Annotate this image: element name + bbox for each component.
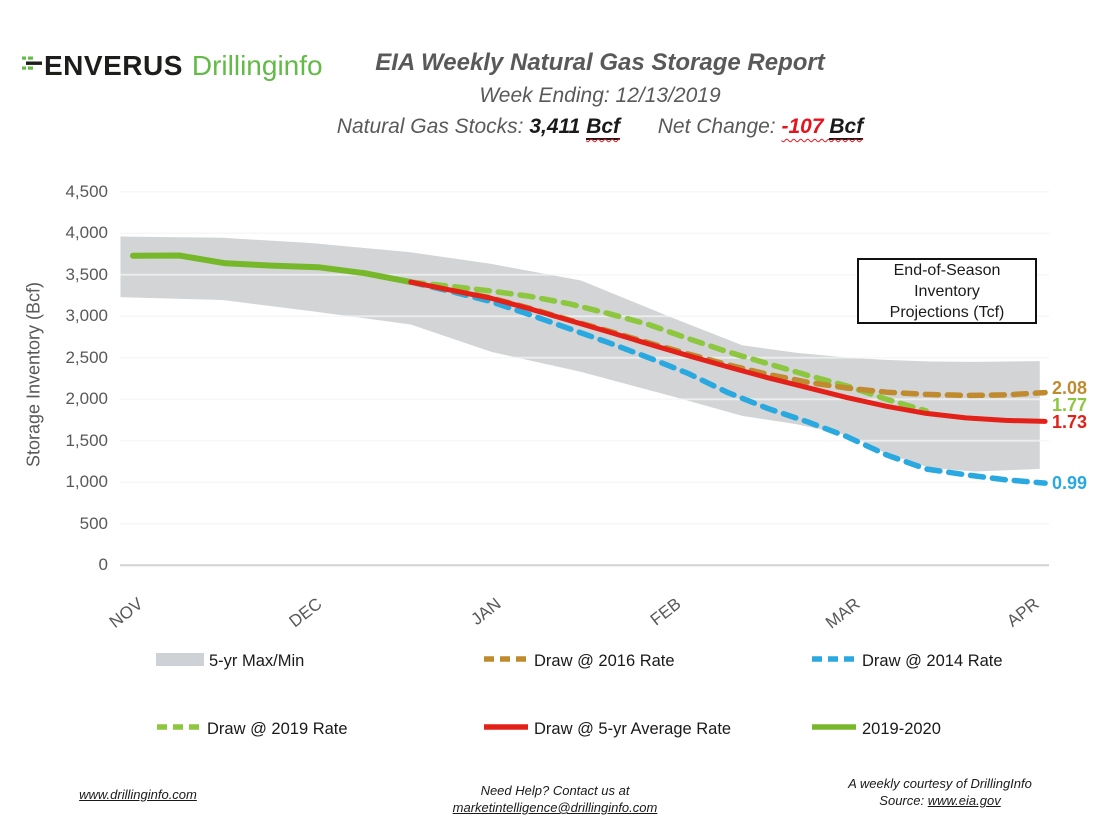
need-help-text: Need Help? Contact us at [480, 783, 630, 798]
legend-item-5yr-maxmin: 5-yr Max/Min [156, 650, 304, 673]
legend-item-5yr-average-rate: Draw @ 5-yr Average Rate [483, 718, 731, 741]
legend-item-2019-2020: 2019-2020 [811, 718, 941, 741]
source-label: Source: [879, 793, 928, 808]
y-tick-label: 1,500 [65, 430, 108, 450]
dashed-line-swatch [156, 718, 202, 741]
legend-label: 5-yr Max/Min [209, 652, 305, 670]
end-label-2.08: 2.08 [1052, 377, 1088, 398]
week-ending-label: Week Ending: [479, 84, 616, 107]
stocks-unit: Bcf [586, 115, 621, 140]
annotation-line-1: End-of-Season [893, 261, 1001, 279]
end-of-season-annotation: End-of-Season Inventory Projections (Tcf… [857, 258, 1037, 324]
stocks-value: 3,411 [529, 115, 581, 138]
net-change-unit: Bcf [829, 115, 864, 140]
net-change-label: Net Change: [657, 115, 782, 138]
end-label-1.73: 1.73 [1052, 411, 1088, 432]
solid-line-swatch [811, 718, 857, 741]
y-tick-label: 2,000 [65, 389, 108, 409]
title-block: EIA Weekly Natural Gas Storage Report We… [245, 48, 955, 142]
solid-line-swatch [483, 718, 529, 741]
annotation-line-3: Projections (Tcf) [889, 303, 1005, 321]
y-tick-label: 4,000 [65, 223, 108, 243]
y-tick-label: 1,000 [65, 472, 108, 492]
legend-item-2014-rate: Draw @ 2014 Rate [811, 650, 1003, 673]
footer-left: www.drillinginfo.com [58, 786, 218, 803]
enverus-logo-icon [22, 48, 42, 83]
y-tick-label: 3,000 [65, 306, 108, 326]
storage-chart [120, 190, 1049, 567]
legend-label: Draw @ 2016 Rate [534, 652, 675, 670]
footer-center: Need Help? Contact us at marketintellige… [400, 782, 710, 816]
stocks-label: Natural Gas Stocks: [336, 115, 530, 138]
dashed-line-swatch [483, 650, 529, 673]
y-tick-label: 500 [79, 513, 108, 533]
legend-label: 2019-2020 [862, 720, 941, 738]
end-label-1.77: 1.77 [1052, 394, 1088, 415]
net-change-value: -107 [781, 115, 824, 138]
footer-right: A weekly courtesy of DrillingInfo Source… [800, 775, 1080, 809]
drillinginfo-link[interactable]: www.drillinginfo.com [79, 787, 197, 802]
legend-label: Draw @ 2019 Rate [207, 720, 348, 738]
y-tick-label: 3,500 [65, 264, 108, 284]
enverus-logo: ENVERUS Drillinginfo [22, 48, 323, 83]
week-ending-line: Week Ending: 12/13/2019 [245, 81, 955, 111]
end-label-0.99: 0.99 [1052, 473, 1088, 494]
legend-label: Draw @ 5-yr Average Rate [534, 720, 732, 738]
courtesy-text: A weekly courtesy of DrillingInfo [848, 776, 1032, 791]
annotation-line-2: Inventory [914, 282, 980, 300]
logo-brand-text: ENVERUS [44, 49, 183, 81]
legend-label: Draw @ 2014 Rate [862, 652, 1003, 670]
logo-product-text: Drillinginfo [191, 49, 323, 81]
y-tick-label: 0 [98, 555, 108, 575]
dashed-line-swatch [811, 650, 857, 673]
stocks-line: Natural Gas Stocks: 3,411 Bcf Net Change… [245, 112, 955, 142]
marketintelligence-email-link[interactable]: marketintelligence@drillinginfo.com [452, 800, 658, 815]
eia-link[interactable]: www.eia.gov [927, 793, 1001, 808]
week-ending-value: 12/13/2019 [615, 84, 721, 107]
legend-item-2016-rate: Draw @ 2016 Rate [483, 650, 675, 673]
page-title: EIA Weekly Natural Gas Storage Report [375, 49, 825, 76]
legend-item-2019-rate: Draw @ 2019 Rate [156, 718, 348, 741]
y-tick-label: 2,500 [65, 347, 108, 367]
band-swatch [156, 650, 204, 673]
y-tick-label: 4,500 [65, 181, 108, 201]
